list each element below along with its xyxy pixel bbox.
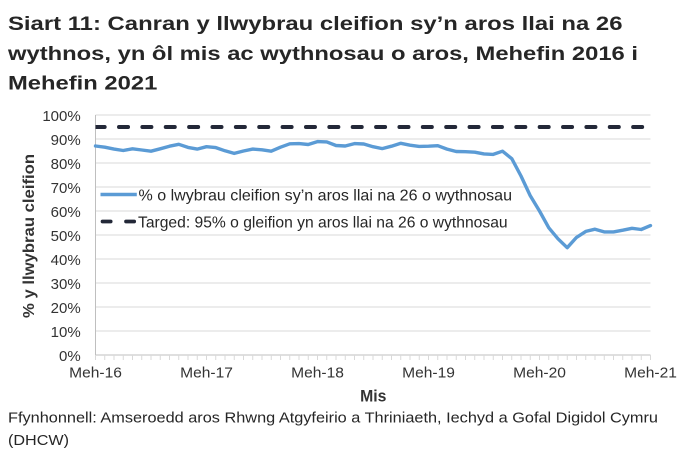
svg-text:(DHCW): (DHCW) bbox=[8, 433, 69, 449]
svg-text:Meh-17: Meh-17 bbox=[180, 365, 233, 381]
svg-text:Meh-21: Meh-21 bbox=[624, 365, 677, 381]
svg-text:10%: 10% bbox=[51, 324, 81, 341]
svg-text:20%: 20% bbox=[51, 300, 81, 317]
svg-text:60%: 60% bbox=[51, 204, 81, 221]
svg-text:50%: 50% bbox=[51, 228, 81, 245]
svg-text:Meh-19: Meh-19 bbox=[402, 365, 455, 381]
svg-text:Mehefin 2021: Mehefin 2021 bbox=[8, 74, 158, 95]
svg-text:Targed: 95% o gleifion yn aros: Targed: 95% o gleifion yn aros llai na 2… bbox=[138, 214, 508, 231]
svg-text:30%: 30% bbox=[51, 276, 81, 293]
svg-text:80%: 80% bbox=[51, 156, 81, 173]
svg-text:100%: 100% bbox=[42, 108, 80, 125]
svg-text:wythnos, yn ôl mis ac wythnosa: wythnos, yn ôl mis ac wythnosau o aros, … bbox=[7, 44, 638, 65]
svg-text:90%: 90% bbox=[51, 132, 81, 149]
svg-text:Meh-18: Meh-18 bbox=[291, 365, 344, 381]
svg-text:0%: 0% bbox=[59, 348, 81, 365]
svg-text:Ffynhonnell: Amseroedd aros Rh: Ffynhonnell: Amseroedd aros Rhwng Atgyfe… bbox=[8, 411, 658, 427]
svg-text:Meh-20: Meh-20 bbox=[513, 365, 566, 381]
svg-text:% y llwybrau cleifion: % y llwybrau cleifion bbox=[21, 154, 38, 318]
svg-text:Mis: Mis bbox=[360, 388, 386, 406]
svg-text:Meh-16: Meh-16 bbox=[69, 365, 122, 381]
svg-text:40%: 40% bbox=[51, 252, 81, 269]
svg-text:% o lwybrau cleifion sy’n aros: % o lwybrau cleifion sy’n aros llai na 2… bbox=[139, 187, 513, 204]
svg-text:70%: 70% bbox=[51, 180, 81, 197]
svg-text:Siart 11: Canran y llwybrau cl: Siart 11: Canran y llwybrau cleifion sy’… bbox=[8, 14, 623, 35]
